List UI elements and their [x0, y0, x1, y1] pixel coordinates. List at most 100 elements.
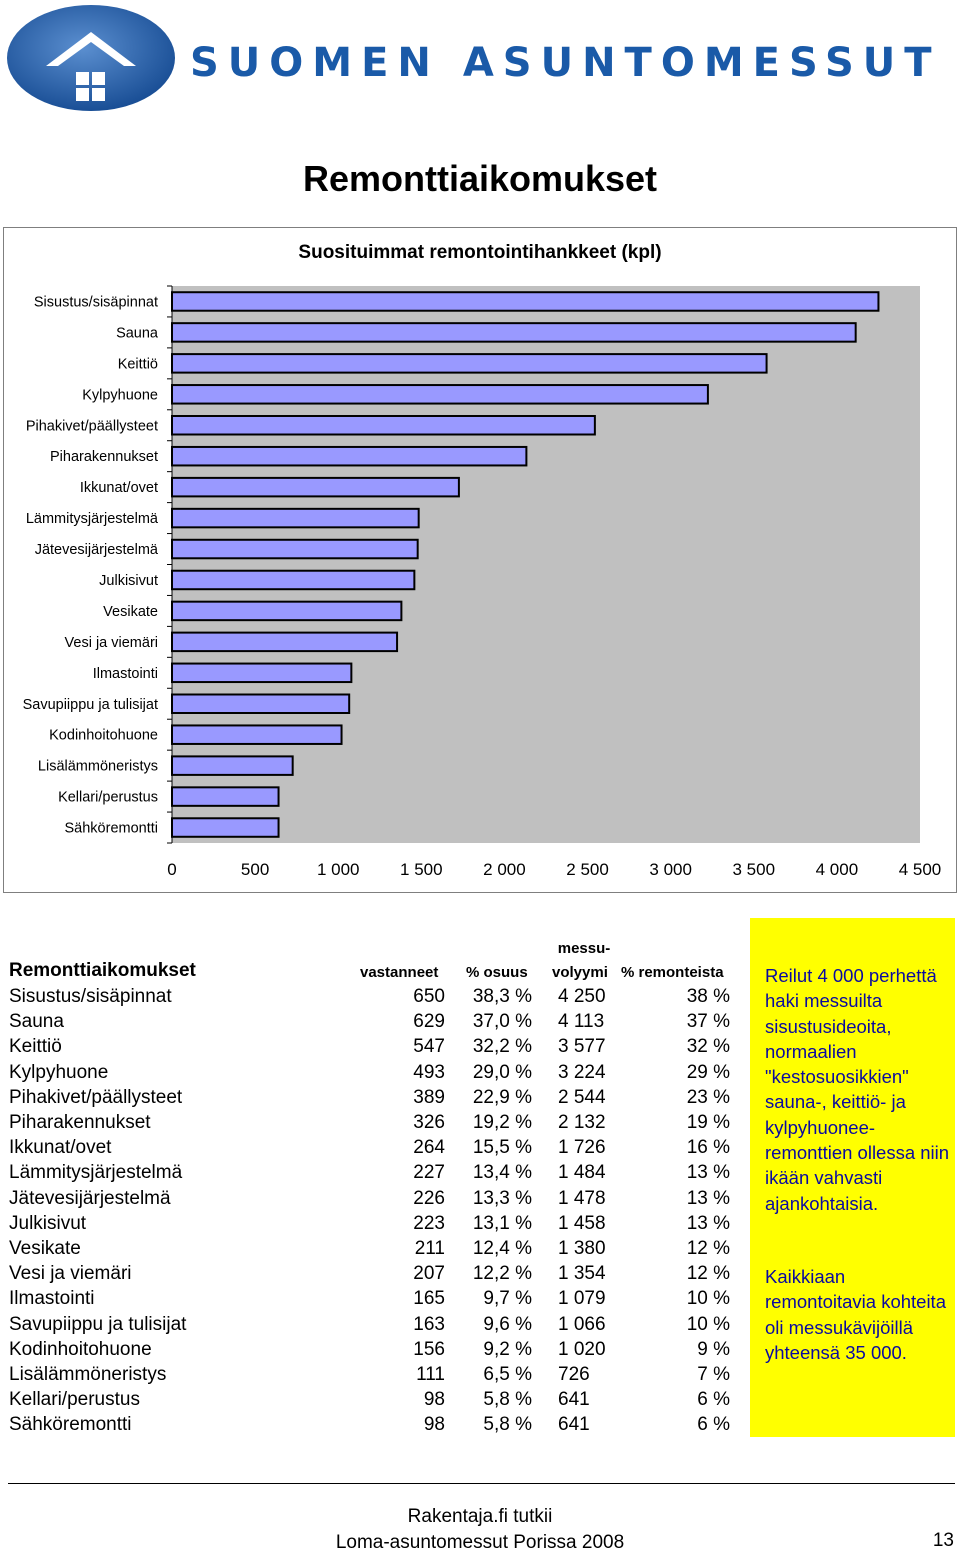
table-cell-visitors: 2 132	[558, 1112, 606, 1133]
table-row: Sähköremontti 98 5,8 % 641 6 %	[0, 1414, 750, 1439]
table-header-name: Remonttiaikomukset	[9, 960, 196, 981]
table-cell-share: 5,8 %	[483, 1414, 532, 1436]
table-cell-share: 29,0 %	[472, 1061, 532, 1083]
table-cell-name: Kellari/perustus	[9, 1389, 140, 1411]
table-header-responses: vastanneet	[360, 964, 439, 981]
table-row: Ikkunat/ovet 264 15,5 % 1 726 16 %	[0, 1137, 750, 1162]
table-cell-name: Jätevesijärjestelmä	[9, 1187, 171, 1209]
table-cell-visitors: 4 250	[558, 986, 606, 1007]
table-cell-name: Vesikate	[9, 1238, 81, 1259]
table-cell-share: 12,4 %	[472, 1238, 532, 1259]
page-title: Remonttiaikomukset	[302, 158, 658, 199]
footer-line-2: Loma-asuntomessut Porissa 2008	[335, 1532, 625, 1553]
table-cell-visitors: 3 224	[558, 1061, 606, 1083]
table-cell-share: 38,3 %	[472, 986, 532, 1007]
table-cell-visitors: 1 458	[558, 1212, 606, 1234]
table-cell-visitors: 726	[558, 1364, 590, 1385]
table-cell-visitors: 4 113	[558, 1011, 605, 1033]
house-logo-icon	[7, 5, 175, 111]
table-cell-share: 9,6 %	[483, 1313, 532, 1335]
table-row: Savupiippu ja tulisijat 163 9,6 % 1 066 10 %	[0, 1314, 750, 1339]
table-cell-visitors: 1 354	[558, 1263, 606, 1285]
brand-name: SUOMEN ASUNTOMESSUT	[190, 40, 941, 86]
table-row: Piharakennukset 326 19,2 % 2 132 19 %	[0, 1112, 750, 1137]
table-cell-renovators: 29 %	[686, 1061, 730, 1083]
table-header-share: % osuus	[466, 964, 528, 981]
table-cell-responses: 547	[413, 1036, 445, 1058]
table-cell-share: 13,1 %	[472, 1212, 532, 1234]
table-cell-visitors: 1 079	[558, 1288, 606, 1310]
table-cell-responses: 207	[413, 1263, 445, 1285]
table-cell-responses: 650	[413, 986, 445, 1007]
table-cell-renovators: 9 %	[697, 1338, 730, 1360]
table-cell-name: Kodinhoitohuone	[9, 1338, 152, 1360]
data-table: Remonttiaikomukset vastanneet % osuus me…	[0, 930, 750, 1450]
table-row: Lämmitysjärjestelmä 227 13,4 % 1 484 13 %	[0, 1162, 750, 1187]
table-cell-visitors: 1 726	[558, 1137, 606, 1159]
category-label: Vesi ja viemäri	[65, 635, 158, 651]
plot-area	[172, 286, 920, 843]
table-cell-renovators: 37 %	[686, 1011, 730, 1033]
summary-paragraph-1: Reilut 4 000 perhettä haki messuilta sis…	[765, 965, 950, 1214]
bar	[171, 662, 353, 684]
x-tick-label: 1 000	[317, 860, 360, 879]
table-cell-share: 12,2 %	[472, 1263, 532, 1285]
table-cell-visitors: 3 577	[558, 1036, 606, 1058]
table-cell-responses: 111	[416, 1364, 445, 1385]
table-row: Kellari/perustus 98 5,8 % 641 6 %	[0, 1389, 750, 1414]
table-cell-name: Julkisivut	[9, 1212, 87, 1234]
bar	[171, 724, 343, 745]
table-cell-renovators: 16 %	[686, 1137, 730, 1159]
bar	[171, 384, 709, 405]
table-row: Julkisivut 223 13,1 % 1 458 13 %	[0, 1213, 750, 1238]
category-label: Julkisivut	[99, 573, 158, 589]
summary-note: Reilut 4 000 perhettä haki messuilta sis…	[750, 918, 955, 1437]
table-header-visitors-line1: messu-	[557, 940, 611, 957]
table-cell-renovators: 6 %	[697, 1414, 730, 1436]
table-row: Vesikate 211 12,4 % 1 380 12 %	[0, 1238, 750, 1263]
bar	[171, 476, 460, 498]
bar	[171, 569, 416, 591]
bar	[171, 445, 528, 467]
table-cell-renovators: 19 %	[686, 1112, 730, 1133]
bar	[171, 291, 880, 312]
table-cell-name: Keittiö	[9, 1036, 62, 1058]
table-cell-name: Sisustus/sisäpinnat	[9, 986, 172, 1007]
table-cell-responses: 264	[413, 1137, 445, 1159]
table-cell-responses: 156	[413, 1338, 445, 1360]
table-cell-name: Kylpyhuone	[9, 1061, 109, 1083]
table-cell-renovators: 12 %	[686, 1263, 730, 1285]
table-cell-renovators: 13 %	[686, 1162, 730, 1184]
category-label: Lämmitysjärjestelmä	[26, 511, 159, 527]
table-cell-name: Sähköremontti	[9, 1414, 132, 1436]
table-cell-share: 13,3 %	[472, 1187, 532, 1209]
table-cell-visitors: 641	[558, 1389, 590, 1411]
table-cell-share: 15,5 %	[472, 1137, 532, 1159]
table-cell-share: 19,2 %	[472, 1112, 532, 1133]
table-cell-share: 22,9 %	[472, 1086, 532, 1108]
chart-title: Suosituimmat remontointihankkeet (kpl)	[298, 242, 662, 263]
table-cell-renovators: 6 %	[697, 1389, 730, 1411]
summary-paragraph-2: Kaikkiaan remontoitavia kohteita oli mes…	[765, 1266, 946, 1363]
x-tick-label: 0	[167, 860, 176, 879]
table-cell-visitors: 1 484	[558, 1162, 606, 1184]
table-cell-responses: 165	[413, 1288, 445, 1310]
footer-line-1: Rakentaja.fi tutkii	[407, 1506, 553, 1527]
category-label: Keittiö	[118, 356, 158, 372]
x-tick-label: 1 500	[400, 860, 443, 879]
bar	[171, 507, 420, 529]
footer-divider	[8, 1483, 955, 1484]
table-cell-name: Ilmastointi	[9, 1288, 95, 1310]
table-row: Sisustus/sisäpinnat 650 38,3 % 4 250 38 %	[0, 986, 750, 1011]
table-cell-responses: 226	[413, 1187, 445, 1209]
bar	[171, 322, 857, 343]
x-tick-label: 3 500	[733, 860, 776, 879]
x-tick-label: 4 500	[899, 860, 942, 879]
x-tick-label: 2 000	[483, 860, 526, 879]
table-cell-visitors: 1 020	[558, 1338, 606, 1360]
table-cell-name: Savupiippu ja tulisijat	[9, 1313, 187, 1335]
table-cell-renovators: 13 %	[686, 1187, 730, 1209]
category-label: Sähköremontti	[65, 821, 159, 837]
table-row: Ilmastointi 165 9,7 % 1 079 10 %	[0, 1288, 750, 1313]
bar	[171, 755, 294, 776]
